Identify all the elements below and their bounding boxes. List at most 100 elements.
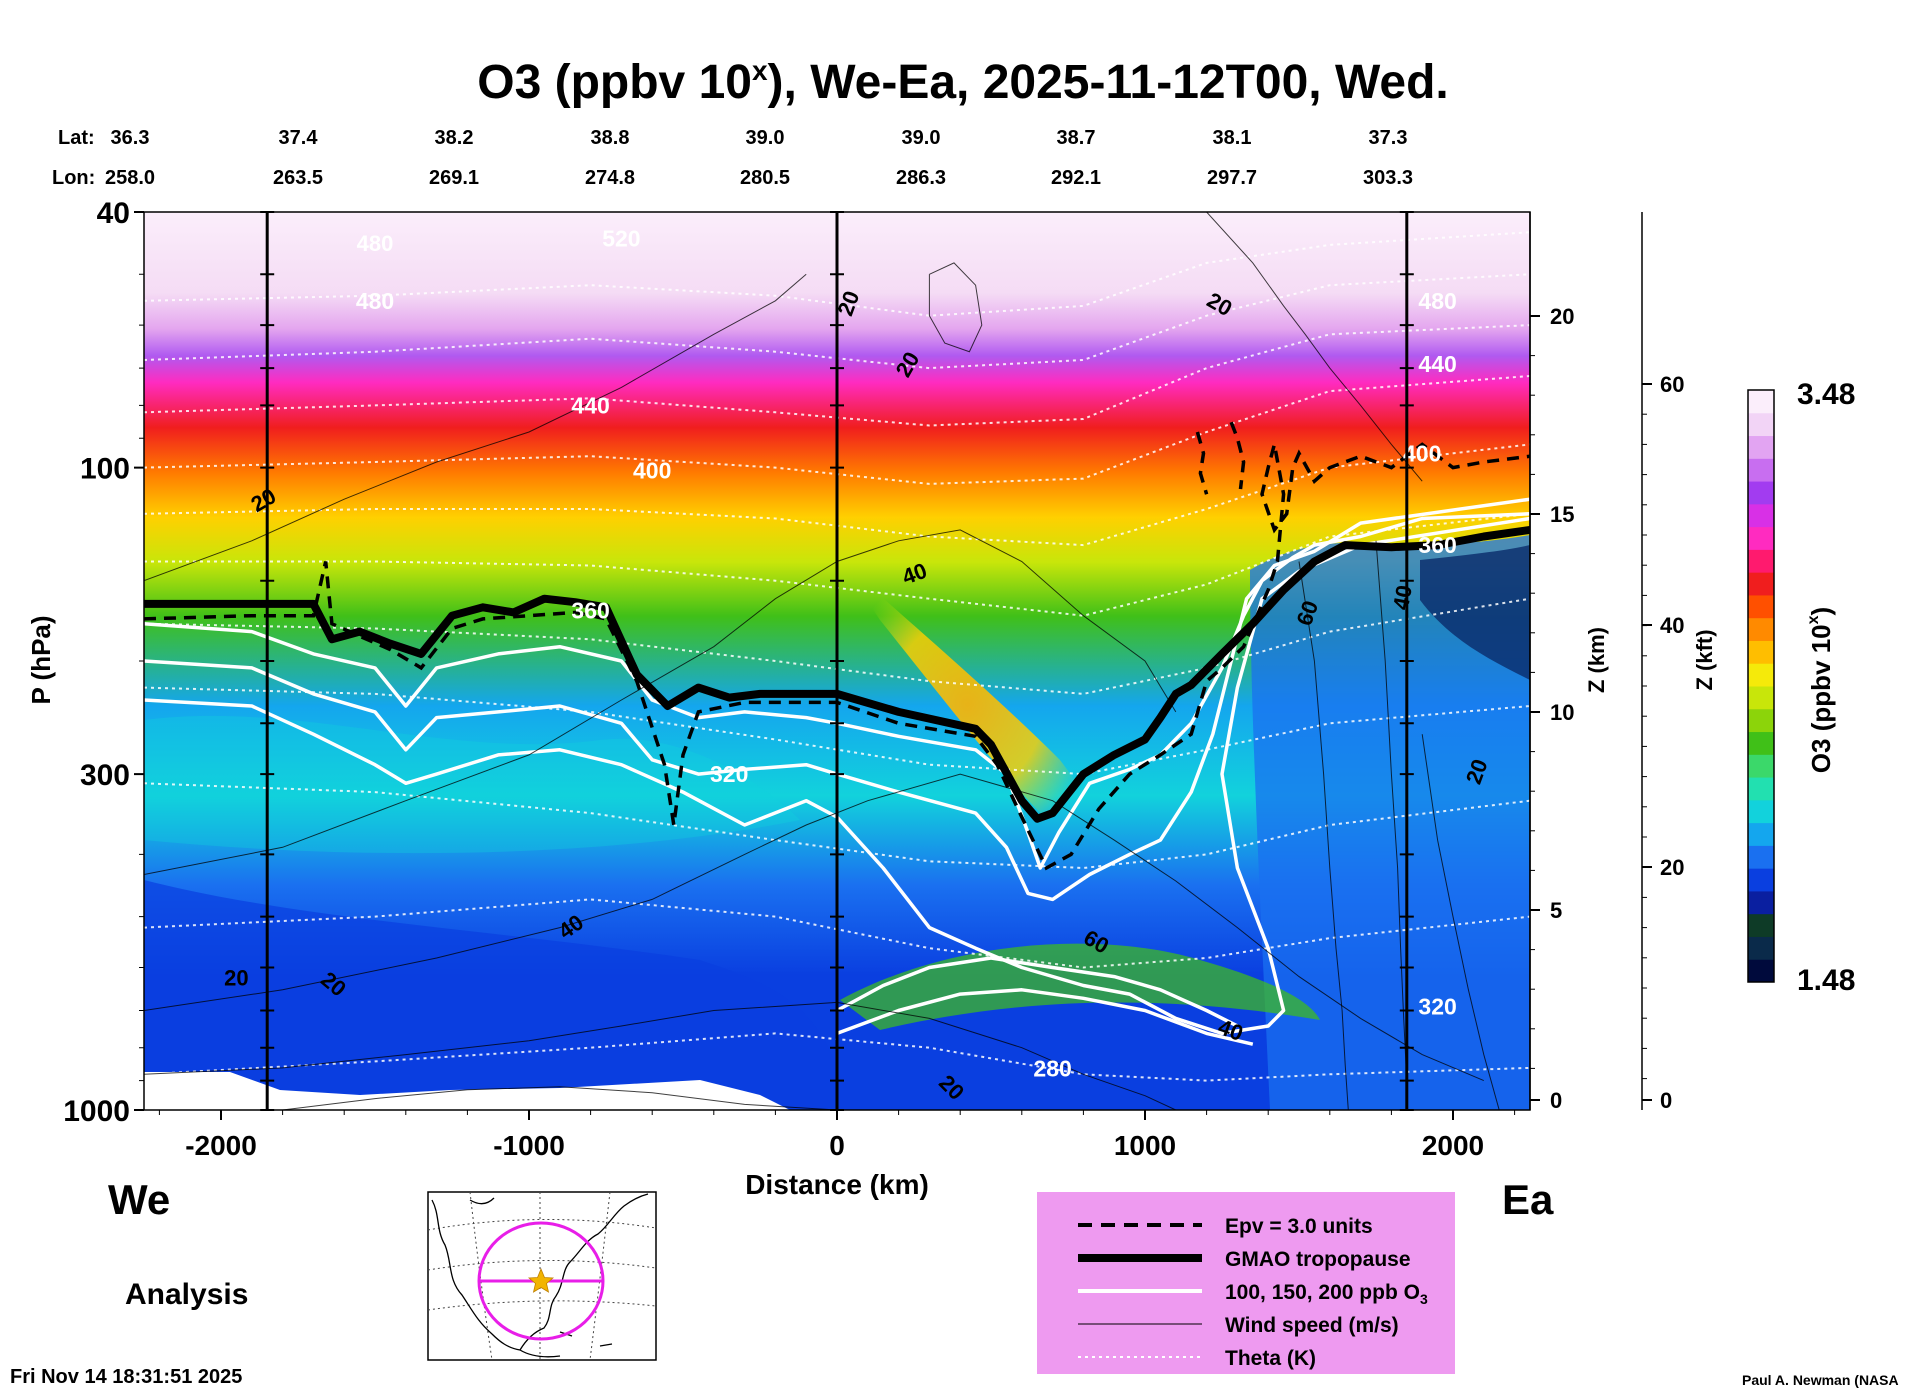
theta-label: 320: [710, 761, 748, 787]
theta-label: 480: [357, 231, 394, 256]
colorbar-swatch: [1748, 390, 1774, 414]
east-troposphere: [1250, 535, 1530, 1110]
z-kft-tick-label: 60: [1660, 372, 1684, 397]
colorbar-swatch: [1748, 526, 1774, 550]
colorbar-swatch: [1748, 890, 1774, 915]
lon-value: 280.5: [740, 167, 790, 189]
z-km-axis: 0 5 10 15 20: [1529, 212, 1574, 1113]
timestamp: Fri Nov 14 18:31:51 2025: [10, 1366, 243, 1388]
wind-line: [144, 529, 1177, 875]
theta-label: 440: [571, 392, 609, 418]
z-km-tick-label: 5: [1550, 898, 1562, 923]
theta-line: [144, 443, 1530, 547]
theta-lines: [144, 231, 1530, 1082]
z-kft-tick-label: 20: [1660, 855, 1684, 880]
legend-box: [1037, 1192, 1455, 1374]
colorbar-swatch: [1748, 503, 1774, 528]
wind-line: [1421, 734, 1500, 1110]
z-kft-axis: 0 20 40 60: [1641, 212, 1684, 1113]
ground: [144, 1072, 790, 1110]
colorbar-swatch: [1748, 708, 1774, 733]
theta-line: [144, 512, 1530, 617]
z-km-tick-label: 10: [1550, 700, 1574, 725]
o3-contour: [144, 497, 1530, 902]
colorbar: [1747, 389, 1775, 983]
theta-line: [144, 324, 1530, 427]
colorbar-swatch: [1748, 799, 1774, 824]
colorbar-swatch: [1748, 822, 1774, 846]
west-label: We: [108, 1176, 170, 1223]
east-deep-blue: [1420, 545, 1530, 680]
colorbar-swatch: [1748, 663, 1774, 687]
analysis-label: Analysis: [125, 1278, 248, 1311]
z-km-title: Z (km): [1584, 627, 1609, 693]
y-axis: 40 100 300 1000: [63, 197, 144, 1128]
y-tick-label: 300: [80, 759, 130, 792]
x-tick-label: 1000: [1114, 1130, 1176, 1161]
theta-label: 480: [356, 288, 394, 314]
ozone-trough: [840, 560, 1095, 850]
colorbar-swatch: [1748, 754, 1774, 778]
colorbar-swatch: [1748, 617, 1774, 641]
x-tick-label: 0: [829, 1130, 845, 1161]
lat-value: 38.8: [591, 127, 630, 149]
colorbar-swatch: [1748, 549, 1774, 573]
lon-value: 303.3: [1363, 167, 1413, 189]
wind-line: [282, 1086, 838, 1110]
west-lower-blue: [144, 880, 840, 1110]
lat-value: 38.1: [1213, 127, 1252, 149]
inset-map: [427, 1191, 657, 1361]
lat-value: 39.0: [746, 127, 785, 149]
epv-line: [298, 1119, 360, 1122]
epv-line: [406, 1118, 468, 1120]
tropopause-line: [144, 525, 1530, 823]
lat-value: 37.4: [279, 127, 319, 149]
lon-value: 258.0: [105, 167, 155, 189]
epv-lines: [144, 421, 1530, 1122]
y-axis-title: P (hPa): [26, 615, 56, 704]
legend-label-subscript: 3: [1420, 1291, 1428, 1307]
colorbar-swatch: [1748, 572, 1774, 596]
z-km-tick-label: 0: [1550, 1088, 1562, 1113]
x-tick-label: 2000: [1422, 1130, 1484, 1161]
theta-line: [144, 375, 1530, 485]
x-tick-label: -2000: [185, 1130, 257, 1161]
epv-line: [1195, 431, 1209, 495]
lat-value: 36.3: [111, 127, 150, 149]
lon-label: Lon:: [52, 167, 95, 189]
lat-value: 38.7: [1057, 127, 1096, 149]
lat-value: 37.3: [1369, 127, 1408, 149]
colorbar-swatch: [1748, 868, 1774, 892]
colorbar-swatch: [1748, 481, 1774, 505]
map-coastline: [431, 1193, 649, 1358]
lat-label: Lat:: [58, 127, 95, 149]
legend-label: Wind speed (m/s): [1225, 1314, 1399, 1337]
z-kft-tick-label: 40: [1660, 613, 1684, 638]
wind-lines: [144, 212, 1500, 1110]
x-tick-label: -1000: [493, 1130, 565, 1161]
lat-value: 39.0: [902, 127, 941, 149]
green-tongue: [840, 943, 1320, 1030]
z-kft-tick-label: 0: [1660, 1088, 1672, 1113]
colorbar-swatch: [1748, 936, 1774, 960]
o3-contour: [836, 988, 1254, 1046]
legend-label: 100, 150, 200 ppb O3: [1225, 1281, 1428, 1307]
epv-line: [144, 442, 1530, 871]
colorbar-frame: [1747, 389, 1775, 983]
colorbar-swatch: [1748, 435, 1774, 459]
theta-label: 520: [602, 226, 640, 252]
theta-label: 320: [1418, 993, 1456, 1019]
theta-label: 480: [1418, 288, 1456, 314]
colorbar-min: 1.48: [1797, 964, 1855, 997]
theta-line: [144, 898, 1530, 969]
west-mid-cyan: [144, 715, 800, 854]
legend-label: Epv = 3.0 units: [1225, 1215, 1373, 1238]
chart-title: O3 (ppbv 10x), We-Ea, 2025-11-12T00, Wed…: [477, 55, 1449, 109]
latlon-row: 36.3 37.4 38.2 38.8 39.0 39.0 38.7 38.1 37.3 258.…: [105, 127, 1413, 189]
z-km-tick-label: 15: [1550, 502, 1574, 527]
theta-line: [144, 273, 1530, 370]
theta-label: 360: [1418, 532, 1456, 558]
colorbar-swatch: [1748, 845, 1774, 869]
theta-label: 400: [633, 457, 671, 483]
lon-value: 269.1: [429, 167, 479, 189]
